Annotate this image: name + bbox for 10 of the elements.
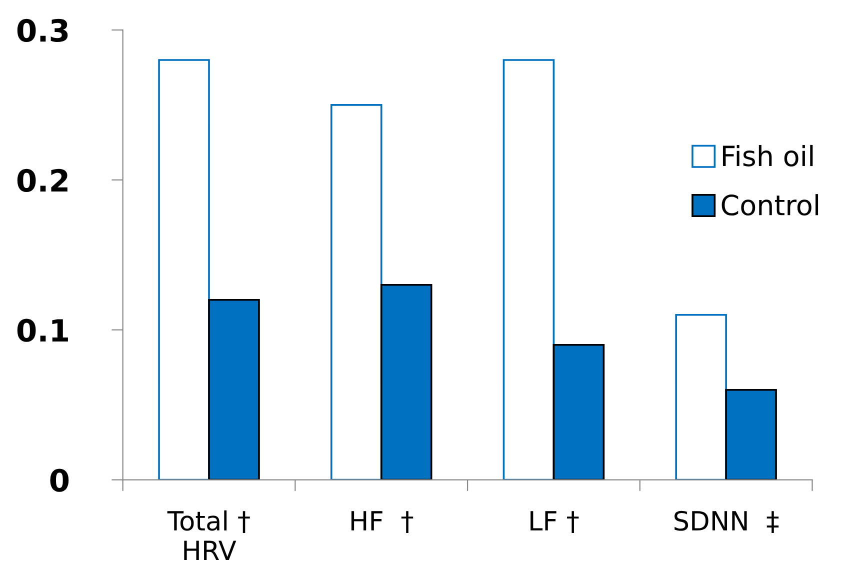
y-tick-label: 0.3: [17, 18, 68, 42]
y-tick-label: 0.1: [17, 318, 68, 342]
x-tick-label: Total † HRV: [167, 510, 250, 560]
legend-label: Control: [722, 194, 818, 216]
x-tick-label: LF †: [530, 511, 579, 533]
y-tick-label: 0.2: [17, 168, 68, 192]
legend-label: Fish oil: [722, 144, 813, 166]
y-tick-label: 0: [50, 468, 69, 492]
x-tick-label: SDNN ‡: [674, 510, 779, 533]
x-tick-label: HF †: [351, 511, 414, 533]
